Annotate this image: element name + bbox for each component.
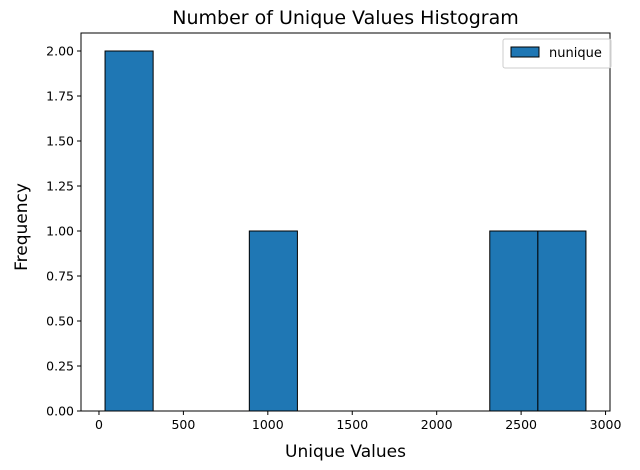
y-tick-label: 0.75	[46, 269, 74, 284]
x-axis-label: Unique Values	[285, 442, 406, 462]
y-tick-label: 1.00	[46, 224, 74, 239]
x-tick-label: 0	[95, 417, 103, 432]
y-axis-ticks: 0.00 0.25 0.50 0.75 1.00 1.25 1.50 1.75 2.00	[46, 44, 81, 419]
y-axis-label: Frequency	[12, 183, 32, 271]
y-tick-label: 2.00	[46, 44, 74, 59]
legend: nunique	[502, 38, 612, 69]
x-tick-label: 2500	[505, 417, 537, 432]
histogram-bar	[489, 230, 539, 412]
y-tick-label: 0.00	[46, 404, 74, 419]
histogram-bar	[248, 230, 298, 412]
y-tick-label: 1.50	[46, 134, 74, 149]
legend-swatch	[510, 46, 540, 58]
histogram-bar	[104, 50, 154, 412]
legend-label: nunique	[549, 46, 602, 61]
y-tick-label: 0.50	[46, 314, 74, 329]
x-tick-label: 500	[171, 417, 195, 432]
x-tick-label: 3000	[590, 417, 622, 432]
y-tick-label: 0.25	[46, 359, 74, 374]
x-tick-label: 1000	[252, 417, 284, 432]
plot-area-frame	[80, 32, 611, 412]
x-axis-ticks: 0 500 1000 1500 2000 2500 3000	[95, 411, 622, 432]
x-tick-label: 1500	[336, 417, 368, 432]
histogram-bar	[537, 230, 587, 412]
bars-layer	[104, 50, 587, 412]
y-tick-label: 1.75	[46, 89, 74, 104]
legend-box	[502, 38, 612, 69]
chart-title: Number of Unique Values Histogram	[172, 7, 518, 29]
y-tick-label: 1.25	[46, 179, 74, 194]
x-tick-label: 2000	[421, 417, 453, 432]
